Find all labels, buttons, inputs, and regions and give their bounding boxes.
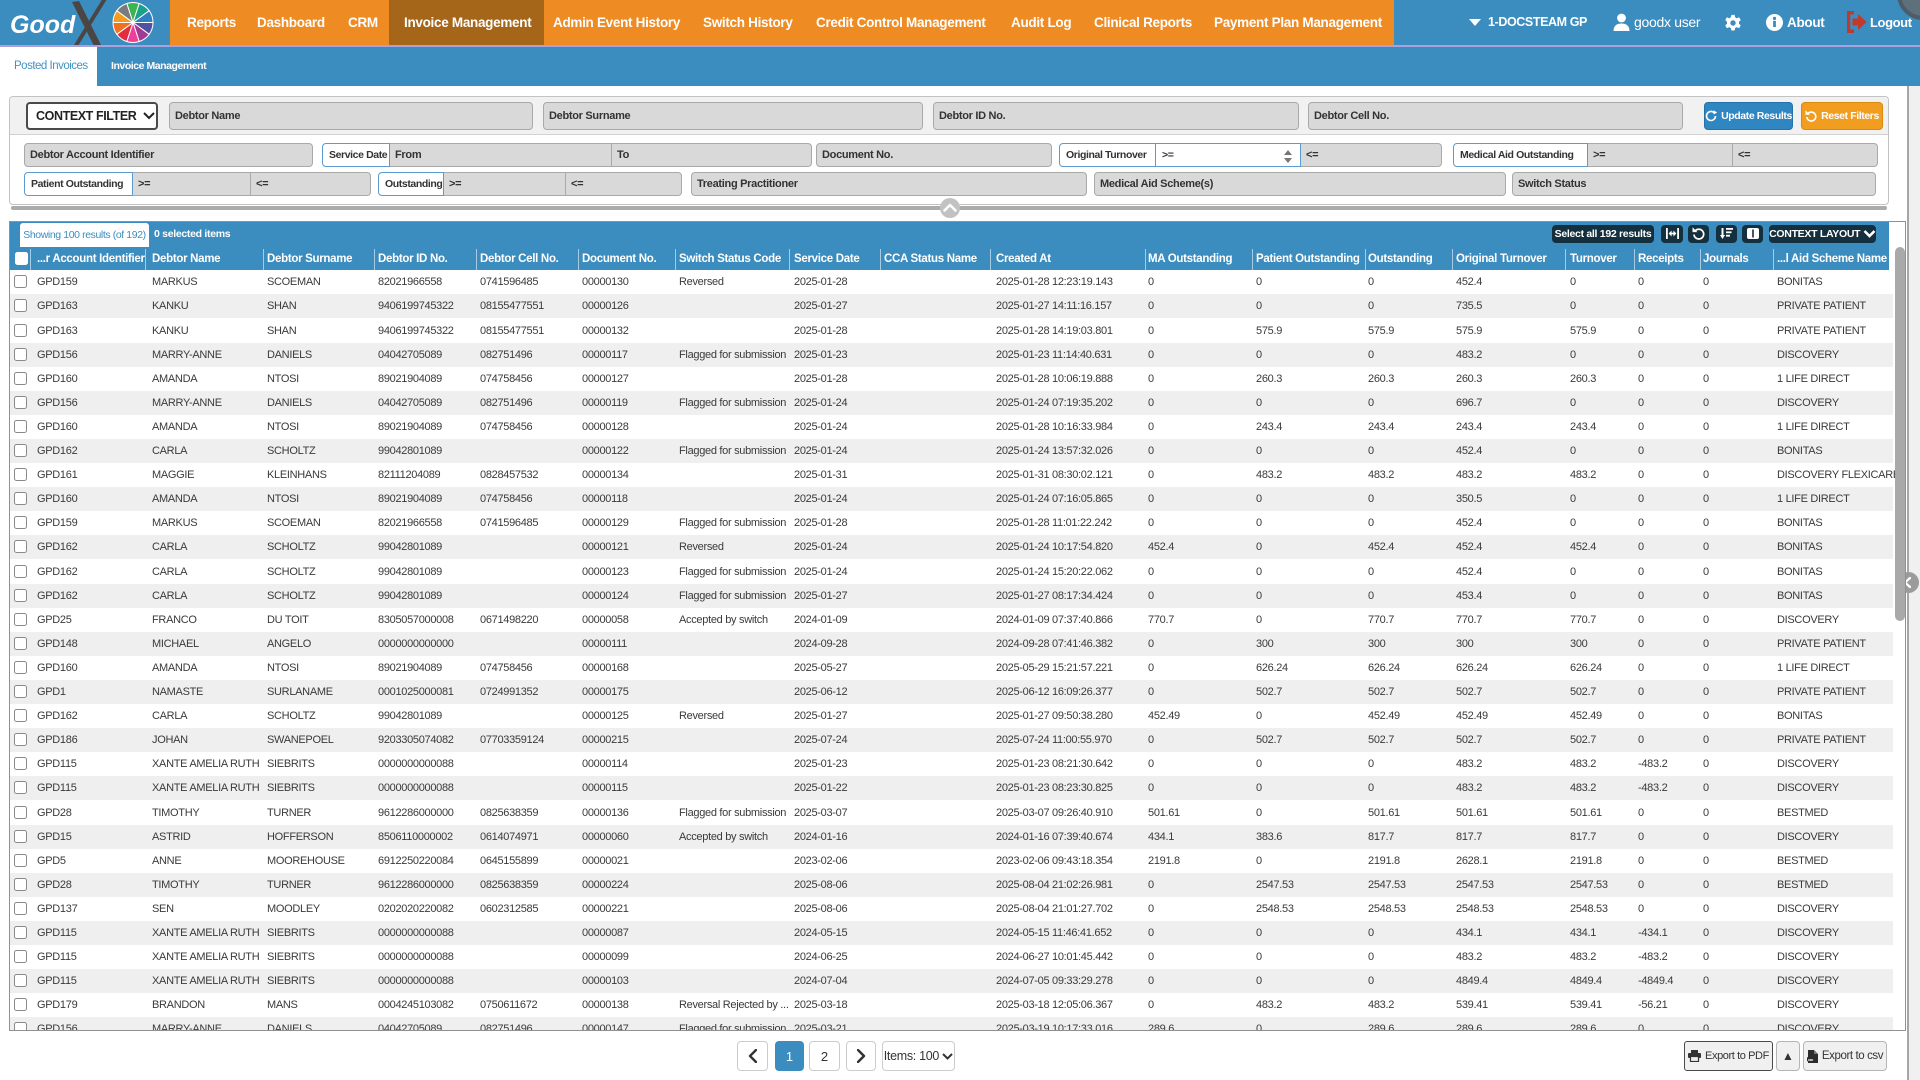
svg-text:Good: Good: [10, 11, 76, 39]
svg-text:csv: csv: [1808, 1058, 1813, 1062]
